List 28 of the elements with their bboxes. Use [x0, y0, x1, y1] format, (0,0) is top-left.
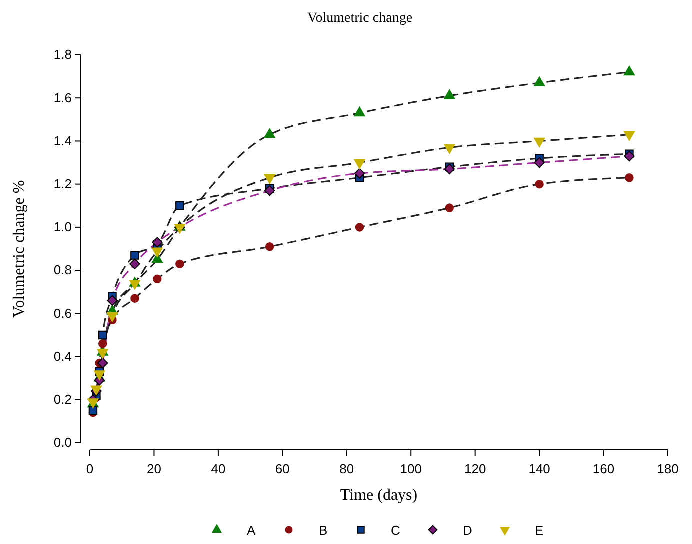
y-tick-label: 0.8 — [54, 262, 72, 278]
y-tick-label: 0.6 — [54, 306, 72, 321]
x-tick-label: 20 — [146, 461, 162, 476]
x-tick-label: 100 — [400, 461, 422, 476]
x-tick-label: 60 — [275, 461, 290, 476]
y-tick-label: 0.4 — [54, 348, 72, 364]
legend-label: E — [535, 523, 544, 538]
legend-label: A — [247, 523, 256, 538]
x-tick-label: 40 — [211, 461, 226, 476]
y-tick-label: 1.2 — [54, 176, 72, 192]
y-axis-title: Volumetric change % — [11, 180, 28, 318]
x-tick-label: 80 — [340, 461, 354, 476]
x-tick-label: 140 — [528, 461, 550, 476]
y-tick-label: 0.2 — [54, 392, 72, 408]
x-tick-label: 160 — [592, 461, 615, 476]
y-tick-label: 1.4 — [54, 133, 72, 148]
legend-label: B — [319, 523, 328, 538]
x-tick-label: 120 — [464, 461, 486, 476]
y-tick-label: 0.0 — [54, 435, 72, 450]
x-tick-label: 180 — [657, 461, 679, 476]
legend-label: C — [391, 523, 400, 538]
x-axis-title: Time (days) — [340, 487, 418, 504]
y-tick-label: 1.8 — [54, 47, 72, 62]
legend-label: D — [463, 523, 472, 538]
y-tick-label: 1.6 — [54, 90, 72, 106]
x-tick-label: 0 — [86, 461, 94, 476]
y-tick-label: 1.0 — [54, 220, 72, 235]
chart-title: Volumetric change — [307, 11, 413, 26]
